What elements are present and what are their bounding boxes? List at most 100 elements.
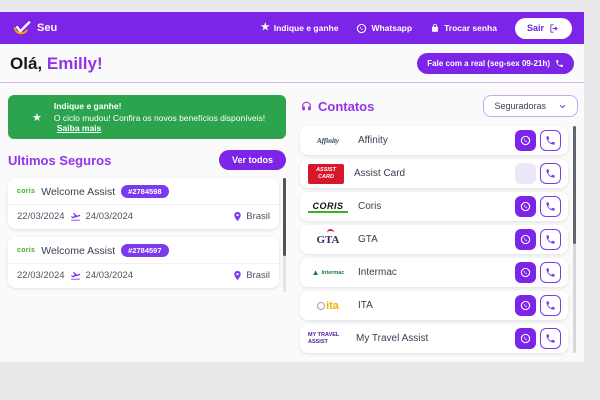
plane-icon <box>70 271 80 280</box>
chevron-down-icon <box>559 104 566 108</box>
whatsapp-icon <box>520 300 531 311</box>
insurer-logo: MY TRAVEL ASSIST <box>308 331 340 345</box>
insurer-logo: ita <box>308 294 348 318</box>
destination: Brasil <box>232 270 270 281</box>
insurer-name: Assist Card <box>354 168 406 179</box>
insurer-logo: Affinity <box>316 136 340 145</box>
insurance-list: coris Welcome Assist #2784598 22/03/2024 <box>8 178 286 292</box>
filter-selected-value: Seguradoras <box>494 101 546 111</box>
whatsapp-button[interactable] <box>515 262 536 283</box>
logout-icon <box>550 23 558 33</box>
contact-row: CORIS Coris <box>300 192 568 221</box>
banner-text: Indique e ganhe! O ciclo mudou! Confira … <box>54 101 276 133</box>
phone-button[interactable] <box>540 295 561 316</box>
view-all-button[interactable]: Ver todos <box>218 150 286 170</box>
destination: Brasil <box>232 211 270 222</box>
contact-actions <box>515 229 561 250</box>
contact-list: Affinity Affinity <box>300 126 578 353</box>
card-divider <box>8 204 279 205</box>
insurer-logo: ASSIST CARD <box>308 163 344 184</box>
whatsapp-icon <box>520 234 531 245</box>
left-column: ★ Indique e ganhe! O ciclo mudou! Confir… <box>8 95 286 353</box>
whatsapp-button[interactable] <box>515 130 536 151</box>
contact-actions <box>515 295 561 316</box>
whatsapp-icon <box>520 267 531 278</box>
insurer-name: ITA <box>358 300 373 311</box>
insurance-card-bottom: 22/03/2024 24/03/2024 <box>8 264 279 288</box>
page-title: Olá, Emilly! <box>10 54 103 74</box>
insurance-card[interactable]: coris Welcome Assist #2784598 22/03/2024 <box>8 178 279 229</box>
whatsapp-button[interactable] <box>515 328 536 349</box>
provider-logo: coris <box>17 247 36 254</box>
phone-button[interactable] <box>540 130 561 151</box>
contact-row: Affinity Affinity <box>300 126 568 155</box>
nav-whatsapp[interactable]: Whatsapp <box>356 23 412 34</box>
contacts-filter-select[interactable]: Seguradoras <box>483 95 578 117</box>
contact-actions <box>515 163 561 184</box>
phone-button[interactable] <box>540 328 561 349</box>
phone-icon <box>556 60 563 67</box>
contact-row: MY TRAVEL ASSIST My Travel Assist <box>300 324 568 353</box>
contact-row: GTA GTA <box>300 225 568 254</box>
insurance-card[interactable]: coris Welcome Assist #2784597 22/03/2024 <box>8 237 279 288</box>
referral-banner[interactable]: ★ Indique e ganhe! O ciclo mudou! Confir… <box>8 95 286 139</box>
contacts-title: Contatos <box>300 99 374 114</box>
support-call-button[interactable]: Fale com a real (seg-sex 09-21h) <box>417 53 574 74</box>
end-date: 24/03/2024 <box>85 211 134 222</box>
destination-label: Brasil <box>246 211 270 222</box>
product-name: Welcome Assist <box>41 185 116 198</box>
header-divider <box>0 82 584 83</box>
phone-button[interactable] <box>540 262 561 283</box>
contact-actions <box>515 196 561 217</box>
phone-button[interactable] <box>540 196 561 217</box>
whatsapp-button[interactable] <box>515 295 536 316</box>
top-nav-links: ★ Indique e ganhe Whatsapp Trocar senha … <box>261 17 572 39</box>
whatsapp-icon <box>357 23 367 33</box>
insurer-logo: CORIS <box>308 201 348 213</box>
nav-trocar-label: Trocar senha <box>444 23 497 33</box>
contacts-title-label: Contatos <box>318 98 375 114</box>
provider-logo: coris <box>17 188 36 195</box>
location-pin-icon <box>234 270 241 281</box>
insurer-name: My Travel Assist <box>356 333 429 344</box>
voucher-badge: #2784598 <box>121 185 169 198</box>
contact-actions <box>515 262 561 283</box>
content-columns: ★ Indique e ganhe! O ciclo mudou! Confir… <box>0 83 584 353</box>
logout-button[interactable]: Sair <box>514 17 572 39</box>
trip-dates: 22/03/2024 24/03/2024 <box>17 270 133 281</box>
trip-dates: 22/03/2024 24/03/2024 <box>17 211 133 222</box>
whatsapp-icon <box>520 135 531 146</box>
end-date: 24/03/2024 <box>85 270 134 281</box>
contacts-section-header: Contatos Seguradoras <box>300 95 578 117</box>
start-date: 22/03/2024 <box>17 211 65 222</box>
nav-indique-label: Indique e ganhe <box>273 23 339 33</box>
contact-row: Intermac Intermac <box>300 258 568 287</box>
brand-logo[interactable]: Seu <box>12 20 57 36</box>
contact-actions <box>515 130 561 151</box>
nav-trocar-senha[interactable]: Trocar senha <box>430 23 497 33</box>
contact-actions <box>515 328 561 349</box>
phone-button[interactable] <box>540 163 561 184</box>
insurer-logo: GTA <box>308 228 348 252</box>
lock-icon <box>432 23 438 32</box>
banner-saiba-mais-link[interactable]: Saiba mais <box>56 123 102 133</box>
whatsapp-button[interactable] <box>515 163 536 184</box>
whatsapp-button[interactable] <box>515 196 536 217</box>
card-divider <box>8 263 279 264</box>
phone-icon <box>546 268 555 277</box>
insurance-list-scrollbar-thumb[interactable] <box>283 178 286 256</box>
phone-icon <box>546 169 555 178</box>
product-name: Welcome Assist <box>41 244 116 257</box>
whatsapp-icon <box>520 201 531 212</box>
top-navbar: Seu ★ Indique e ganhe Whatsapp Trocar se… <box>0 12 584 44</box>
phone-button[interactable] <box>540 229 561 250</box>
nav-indique-e-ganhe[interactable]: ★ Indique e ganhe <box>261 23 339 34</box>
contact-list-scrollbar-thumb[interactable] <box>573 126 576 244</box>
contact-row: ita ITA <box>300 291 568 320</box>
whatsapp-button[interactable] <box>515 229 536 250</box>
phone-icon <box>546 136 555 145</box>
logout-label: Sair <box>526 23 544 33</box>
star-icon: ★ <box>32 111 42 124</box>
headset-icon <box>302 101 311 110</box>
brand-name: Seu <box>37 22 58 34</box>
